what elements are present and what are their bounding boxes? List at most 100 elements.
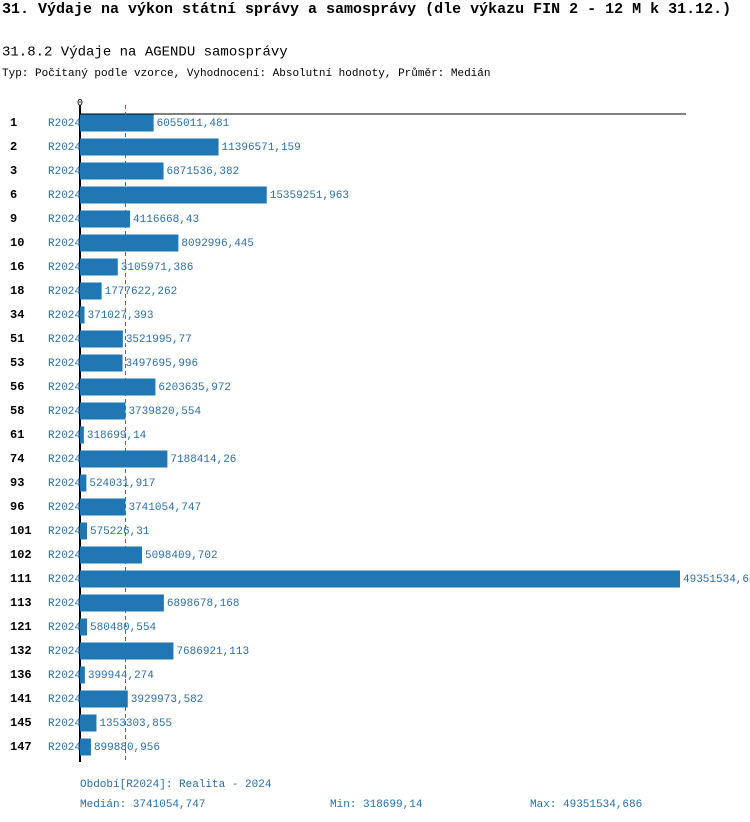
bar — [80, 402, 126, 420]
value-label: 7188414,26 — [170, 454, 236, 466]
series-label: R2024 — [48, 502, 81, 514]
bar — [80, 522, 87, 540]
value-label: 15359251,963 — [270, 190, 349, 202]
value-label: 5098409,702 — [145, 550, 218, 562]
row-label: 51 — [10, 332, 24, 346]
series-label: R2024 — [48, 454, 81, 466]
bar — [80, 306, 85, 324]
row-label: 132 — [10, 644, 32, 658]
row-label: 56 — [10, 380, 24, 394]
value-label: 580480,554 — [90, 622, 156, 634]
series-label: R2024 — [48, 358, 81, 370]
row-label: 2 — [10, 140, 17, 154]
bar — [80, 450, 168, 468]
series-label: R2024 — [48, 550, 81, 562]
bar — [80, 162, 164, 180]
row-label: 16 — [10, 260, 24, 274]
value-label: 6203635,972 — [158, 382, 231, 394]
series-label: R2024 — [48, 310, 81, 322]
row-label: 18 — [10, 284, 24, 298]
bar — [80, 282, 102, 300]
value-label: 524031,917 — [89, 478, 155, 490]
series-label: R2024 — [48, 214, 81, 226]
row-label: 1 — [10, 116, 17, 130]
bar — [80, 618, 88, 636]
row-label: 3 — [10, 164, 17, 178]
bar — [80, 114, 154, 132]
bar — [80, 570, 680, 588]
period-label: Období[R2024]: Realita - 2024 — [80, 779, 272, 791]
series-label: R2024 — [48, 646, 81, 658]
value-label: 318699,14 — [87, 430, 147, 442]
value-label: 6055011,481 — [157, 118, 230, 130]
row-label: 102 — [10, 548, 32, 562]
value-label: 575226,31 — [90, 526, 150, 538]
value-label: 11396571,159 — [222, 142, 301, 154]
row-label: 74 — [10, 452, 24, 466]
row-label: 10 — [10, 236, 24, 250]
bar — [80, 186, 267, 204]
bar — [80, 546, 142, 564]
value-label: 3741054,747 — [128, 502, 201, 514]
series-label: R2024 — [48, 406, 81, 418]
series-label: R2024 — [48, 190, 81, 202]
series-label: R2024 — [48, 526, 81, 538]
value-label: 49351534,686 — [683, 574, 750, 586]
bar — [80, 330, 123, 348]
value-label: 899880,956 — [94, 742, 160, 754]
value-label: 3739820,554 — [128, 406, 201, 418]
value-label: 6871536,382 — [167, 166, 240, 178]
value-label: 371027,393 — [88, 310, 154, 322]
bar — [80, 426, 84, 444]
series-label: R2024 — [48, 142, 81, 154]
value-label: 3497695,996 — [126, 358, 199, 370]
row-label: 145 — [10, 716, 32, 730]
series-label: R2024 — [48, 430, 81, 442]
bar — [80, 378, 156, 396]
row-label: 147 — [10, 740, 32, 754]
median-label: Medián: 3741054,747 — [80, 799, 205, 811]
bar — [80, 258, 118, 276]
chart-title: 31. Výdaje na výkon státní správy a samo… — [2, 1, 731, 18]
row-label: 61 — [10, 428, 24, 442]
bar — [80, 666, 85, 684]
row-label: 93 — [10, 476, 24, 490]
bar — [80, 738, 91, 756]
value-label: 1777622,262 — [105, 286, 178, 298]
series-label: R2024 — [48, 334, 81, 346]
series-label: R2024 — [48, 262, 81, 274]
series-label: R2024 — [48, 238, 81, 250]
value-label: 3929973,582 — [131, 694, 204, 706]
bar — [80, 474, 87, 492]
chart-subtitle: 31.8.2 Výdaje na AGENDU samosprávy — [2, 45, 288, 61]
bar — [80, 234, 179, 252]
row-label: 9 — [10, 212, 17, 226]
x-tick-label: 0 — [77, 99, 83, 110]
bar — [80, 498, 126, 516]
row-label: 34 — [10, 308, 24, 322]
value-label: 7686921,113 — [176, 646, 249, 658]
series-label: R2024 — [48, 622, 81, 634]
chart-note: Typ: Počítaný podle vzorce, Vyhodnocení:… — [2, 67, 490, 80]
bar — [80, 714, 97, 732]
value-label: 3105971,386 — [121, 262, 194, 274]
min-label: Min: 318699,14 — [330, 799, 423, 811]
bar — [80, 690, 128, 708]
bar — [80, 642, 174, 660]
series-label: R2024 — [48, 670, 81, 682]
series-label: R2024 — [48, 118, 81, 130]
row-label: 111 — [10, 572, 32, 586]
bar — [80, 354, 123, 372]
row-label: 141 — [10, 692, 32, 706]
series-label: R2024 — [48, 478, 81, 490]
row-label: 121 — [10, 620, 32, 634]
row-label: 136 — [10, 668, 32, 682]
bar — [80, 594, 164, 612]
row-label: 113 — [10, 596, 32, 610]
value-label: 4116668,43 — [133, 214, 199, 226]
value-label: 399944,274 — [88, 670, 154, 682]
bar — [80, 138, 219, 156]
row-label: 6 — [10, 188, 17, 202]
series-label: R2024 — [48, 694, 81, 706]
